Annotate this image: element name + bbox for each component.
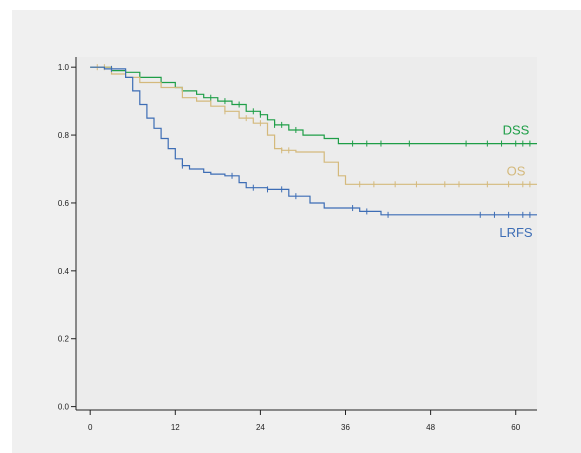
- y-tick-label: 0.2: [58, 335, 70, 344]
- y-tick-label: 1.0: [58, 63, 70, 72]
- y-tick-label: 0.4: [58, 267, 70, 276]
- x-tick-label: 24: [256, 423, 265, 432]
- y-tick-label: 0.8: [58, 131, 70, 140]
- series-lrfs: [90, 65, 537, 218]
- x-tick-label: 48: [426, 423, 435, 432]
- series-layer: [90, 64, 537, 218]
- series-line-lrfs: [90, 66, 537, 216]
- series-label-lrfs: LRFS: [499, 225, 533, 240]
- x-tick-label: 12: [171, 423, 180, 432]
- series-dss: [90, 66, 537, 147]
- x-tick-label: 0: [88, 423, 93, 432]
- series-labels: DSS OS LRFS: [499, 123, 533, 240]
- y-tick-label: 0.6: [58, 199, 70, 208]
- axes: 0.0 0.2 0.4 0.6 0.8 1.0 0 12 24 36 48 60: [58, 57, 537, 432]
- x-tick-label: 60: [511, 423, 520, 432]
- series-os: [90, 64, 537, 188]
- series-line-os: [90, 66, 537, 185]
- y-tick-label: 0.0: [58, 403, 70, 412]
- plot-area: [76, 57, 537, 410]
- series-label-dss: DSS: [503, 123, 530, 138]
- x-tick-label: 36: [341, 423, 350, 432]
- series-label-os: OS: [507, 163, 526, 178]
